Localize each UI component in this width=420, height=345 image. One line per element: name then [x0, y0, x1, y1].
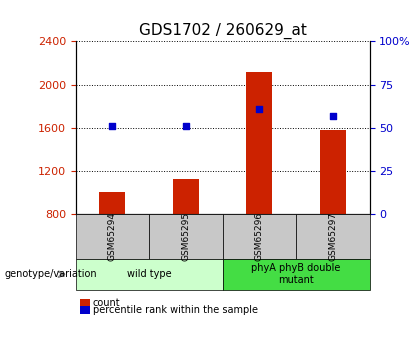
Text: count: count [93, 298, 121, 307]
Text: GSM65297: GSM65297 [328, 212, 337, 261]
Title: GDS1702 / 260629_at: GDS1702 / 260629_at [139, 22, 307, 39]
Bar [320, 130, 346, 214]
Bar [247, 71, 272, 214]
Text: GSM65294: GSM65294 [108, 212, 117, 261]
Text: phyA phyB double
mutant: phyA phyB double mutant [252, 264, 341, 285]
Bar [173, 179, 199, 214]
Point [256, 106, 263, 111]
Text: genotype/variation: genotype/variation [4, 269, 97, 279]
Text: GSM65296: GSM65296 [255, 212, 264, 261]
Text: wild type: wild type [127, 269, 171, 279]
Text: percentile rank within the sample: percentile rank within the sample [93, 305, 258, 315]
Point [109, 123, 116, 129]
Point [330, 113, 336, 118]
Text: GSM65295: GSM65295 [181, 212, 190, 261]
Bar [100, 193, 125, 214]
Point [182, 123, 189, 129]
